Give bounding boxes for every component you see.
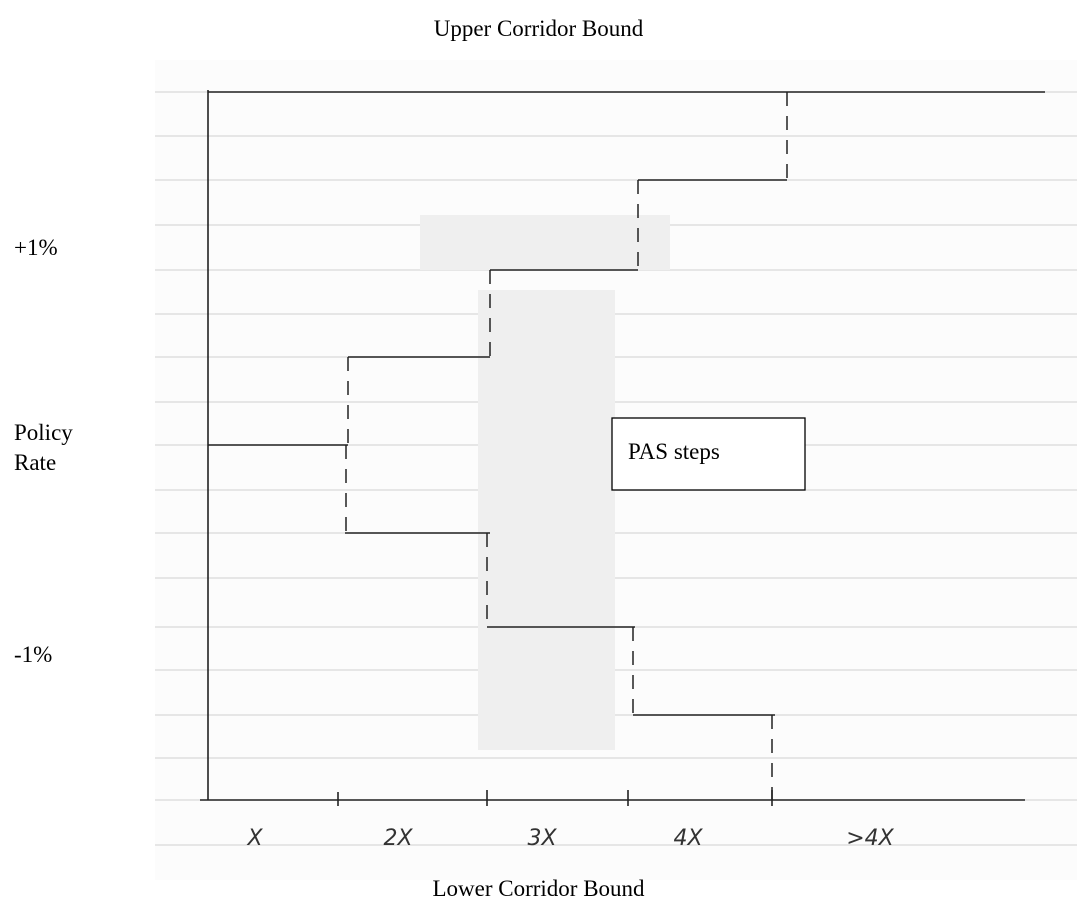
- diagram: [0, 0, 1077, 914]
- box-label: PAS steps: [628, 437, 720, 467]
- shading: [478, 290, 615, 750]
- upper-label: +1%: [14, 233, 58, 263]
- bottom-title: Lower Corridor Bound: [0, 874, 1077, 904]
- x-label: 2X: [383, 826, 412, 851]
- x-label: X: [247, 826, 262, 851]
- policy-label: Policy Rate: [14, 418, 104, 478]
- x-label: 4X: [673, 826, 702, 851]
- shading: [420, 215, 670, 270]
- top-title: Upper Corridor Bound: [0, 14, 1077, 44]
- x-label: >4X: [846, 826, 894, 851]
- page: Upper Corridor Bound +1% Policy Rate -1%…: [0, 0, 1077, 914]
- lower-label: -1%: [14, 640, 52, 670]
- x-label: 3X: [527, 826, 556, 851]
